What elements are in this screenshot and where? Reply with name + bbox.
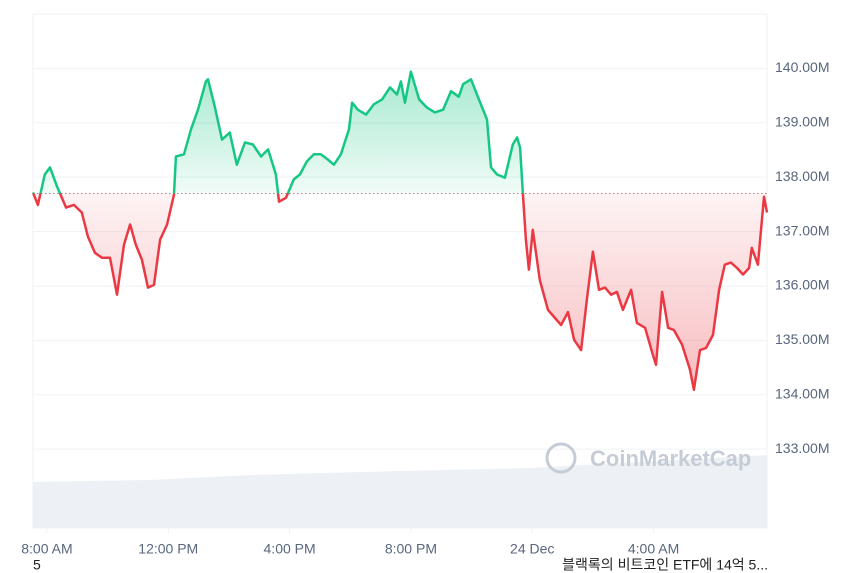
x-tick-label: 12:00 PM	[138, 541, 198, 557]
grid	[33, 67, 767, 533]
y-tick-label: 137.00M	[775, 222, 829, 238]
x-tick-label: 8:00 AM	[21, 541, 72, 557]
y-tick-label: 140.00M	[775, 59, 829, 75]
watermark-text: CoinMarketCap	[590, 446, 751, 471]
x-tick-label: 4:00 PM	[264, 541, 316, 557]
y-tick-label: 134.00M	[775, 385, 829, 401]
x-tick-label: 8:00 PM	[385, 541, 437, 557]
watermark: CoinMarketCap	[545, 442, 751, 474]
watermark-logo	[545, 442, 577, 474]
footer-right: 블랙록의 비트코인 ETF에 14억 5...	[562, 557, 768, 573]
y-tick-label: 133.00M	[775, 440, 829, 456]
x-tick-label: 24 Dec	[510, 541, 554, 557]
y-tick-label: 136.00M	[775, 277, 829, 293]
y-tick-label: 135.00M	[775, 331, 829, 347]
volume-band	[33, 455, 767, 528]
footer-left: 5	[33, 557, 41, 573]
plot	[31, 70, 769, 392]
y-tick-label: 139.00M	[775, 113, 829, 129]
y-tick-label: 138.00M	[775, 168, 829, 184]
price-line	[31, 70, 769, 392]
x-tick-label: 4:00 AM	[628, 541, 679, 557]
area-fill	[33, 71, 767, 390]
